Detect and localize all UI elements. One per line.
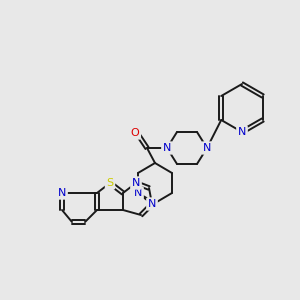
Text: N: N <box>238 127 246 137</box>
Text: N: N <box>134 188 142 198</box>
Text: S: S <box>106 178 114 188</box>
Text: N: N <box>58 188 66 198</box>
Text: N: N <box>163 143 171 153</box>
Text: N: N <box>203 143 211 153</box>
Text: N: N <box>148 199 156 209</box>
Text: O: O <box>130 128 140 138</box>
Text: N: N <box>132 178 140 188</box>
